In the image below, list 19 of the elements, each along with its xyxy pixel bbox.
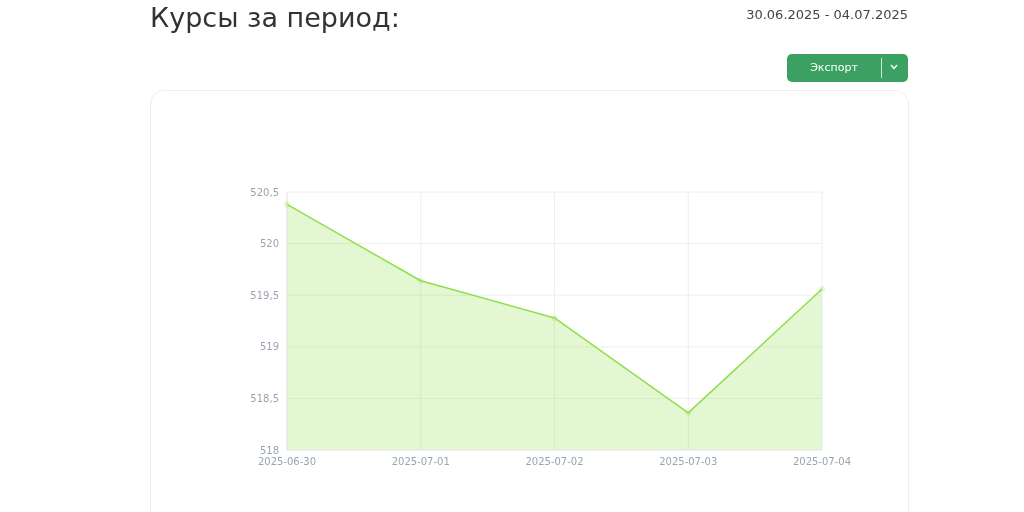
x-tick-label: 2025-06-30 bbox=[257, 456, 317, 468]
y-tick-label: 520,5 bbox=[250, 186, 279, 198]
export-button: Экспорт bbox=[787, 54, 908, 82]
x-tick-label: 2025-07-02 bbox=[525, 456, 584, 468]
point bbox=[551, 314, 558, 321]
y-tick-label: 518,5 bbox=[250, 392, 279, 404]
y-tick-label: 520 bbox=[259, 238, 279, 250]
point bbox=[417, 277, 424, 284]
y-tick-label: 519,5 bbox=[250, 289, 279, 301]
chart-title: Курсы за период: bbox=[150, 2, 400, 33]
x-tick-label: 2025-07-03 bbox=[659, 456, 718, 468]
y-tick-label: 519 bbox=[259, 341, 279, 353]
point bbox=[284, 201, 290, 208]
chart-subtitle: 30.06.2025 - 04.07.2025 bbox=[746, 7, 908, 22]
point bbox=[819, 286, 825, 293]
x-tick-label: 2025-07-04 bbox=[792, 456, 852, 468]
x-tick-label: 2025-07-01 bbox=[391, 456, 450, 468]
point bbox=[685, 409, 692, 416]
y-tick-label: 518 bbox=[259, 444, 279, 456]
